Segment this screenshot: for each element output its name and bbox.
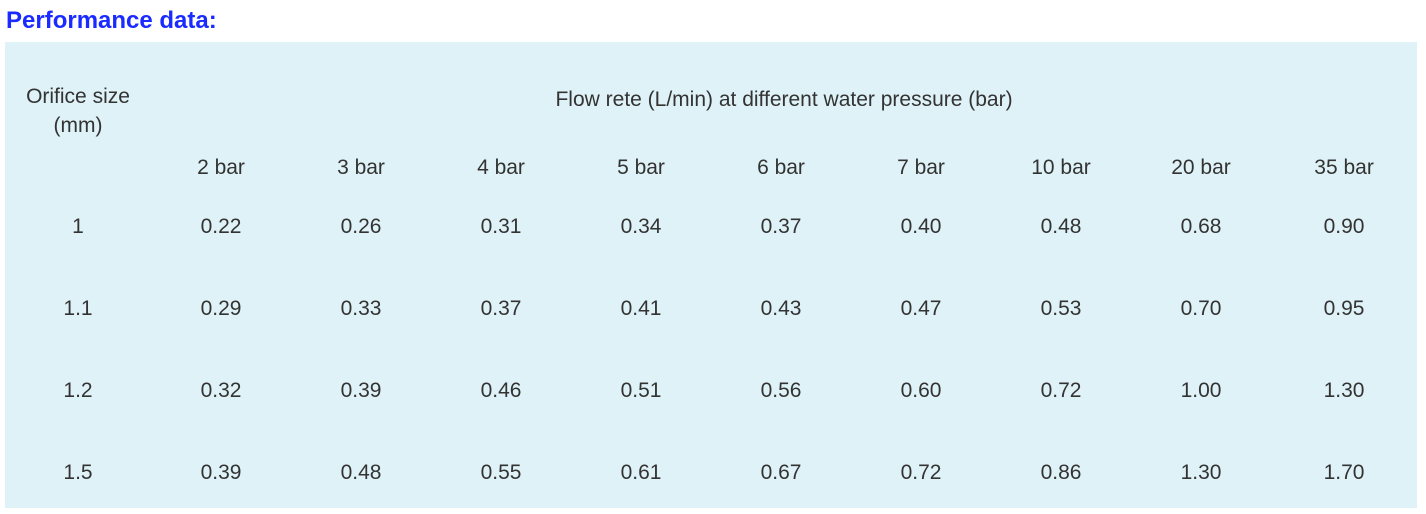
flow-rate-cell: 0.55 — [480, 461, 522, 484]
flow-rate-cell: 0.90 — [1323, 215, 1365, 238]
orifice-size-header-line2: (mm) — [53, 114, 103, 137]
flow-rate-cell: 0.48 — [1040, 215, 1082, 238]
flow-rate-cell: 0.32 — [200, 379, 242, 402]
flow-rate-cell: 0.37 — [480, 297, 522, 320]
table-header-row: Orifice size (mm) Flow rete (L/min) at d… — [5, 42, 1417, 137]
flow-rate-cell: 0.41 — [620, 297, 662, 320]
pressure-header-cell: 4 bar — [477, 156, 525, 179]
flow-rate-cell: 0.43 — [760, 297, 802, 320]
flow-rate-cell: 0.26 — [340, 215, 382, 238]
flow-rate-cell: 0.29 — [200, 297, 242, 320]
flow-rate-cell: 1.30 — [1180, 461, 1222, 484]
flow-rate-cell: 0.51 — [620, 379, 662, 402]
performance-panel: Orifice size (mm) Flow rete (L/min) at d… — [5, 42, 1417, 508]
flow-rate-cell: 0.39 — [340, 379, 382, 402]
pressure-header-cell: 35 bar — [1314, 156, 1374, 179]
flow-rate-cell: 0.86 — [1040, 461, 1082, 484]
flow-rate-cell: 0.67 — [760, 461, 802, 484]
orifice-size-header: Orifice size (mm) — [5, 42, 151, 186]
table-row: 1.5 0.39 0.48 0.55 0.61 0.67 0.72 0.86 1.30 1.70 — [5, 432, 1417, 514]
flow-rate-cell: 0.37 — [760, 215, 802, 238]
flow-rate-cell: 0.72 — [1040, 379, 1082, 402]
flow-rate-cell: 0.31 — [480, 215, 522, 238]
pressure-header-cell: 5 bar — [617, 156, 665, 179]
flow-rate-cell: 0.48 — [340, 461, 382, 484]
table-row: 1.2 0.32 0.39 0.46 0.51 0.56 0.60 0.72 1.00 1.30 — [5, 350, 1417, 432]
orifice-size-cell: 1 — [72, 215, 84, 238]
flow-rate-cell: 0.68 — [1180, 215, 1222, 238]
table-body: 1 0.22 0.26 0.31 0.34 0.37 0.40 0.48 0.68 0.90 1.1… — [5, 186, 1417, 514]
pressure-header-cell: 7 bar — [897, 156, 945, 179]
flow-rate-cell: 0.34 — [620, 215, 662, 238]
flow-rate-cell: 0.40 — [900, 215, 942, 238]
pressure-header-cell: 20 bar — [1171, 156, 1231, 179]
flow-rate-cell: 0.39 — [200, 461, 242, 484]
flow-rate-cell: 1.70 — [1323, 461, 1365, 484]
orifice-size-header-line1: Orifice size — [26, 85, 130, 108]
orifice-size-cell: 1.2 — [63, 379, 93, 402]
flow-rate-cell: 0.22 — [200, 215, 242, 238]
orifice-size-cell: 1.1 — [63, 297, 93, 320]
flow-rate-cell: 0.60 — [900, 379, 942, 402]
orifice-size-cell: 1.5 — [63, 461, 93, 484]
pressure-header-row: 2 bar 3 bar 4 bar 5 bar 6 bar 7 bar 10 bar 20 b… — [5, 114, 1417, 186]
pressure-header-cell: 10 bar — [1031, 156, 1091, 179]
flow-rate-cell: 0.53 — [1040, 297, 1082, 320]
flow-rate-cell: 0.46 — [480, 379, 522, 402]
performance-table: Orifice size (mm) Flow rete (L/min) at d… — [5, 42, 1417, 514]
pressure-header-cell: 3 bar — [337, 156, 385, 179]
section-heading: Performance data: — [6, 7, 217, 34]
table-row: 1 0.22 0.26 0.31 0.34 0.37 0.40 0.48 0.68 0.90 — [5, 186, 1417, 268]
flow-rate-cell: 0.56 — [760, 379, 802, 402]
flow-rate-cell: 1.00 — [1180, 379, 1222, 402]
flow-rate-cell: 0.72 — [900, 461, 942, 484]
flow-rate-cell: 1.30 — [1323, 379, 1365, 402]
flow-rate-cell: 0.47 — [900, 297, 942, 320]
flow-rate-cell: 0.33 — [340, 297, 382, 320]
flow-rate-cell: 0.95 — [1323, 297, 1365, 320]
table-row: 1.1 0.29 0.33 0.37 0.41 0.43 0.47 0.53 0.70 0.95 — [5, 268, 1417, 350]
pressure-header-cell: 2 bar — [197, 156, 245, 179]
flow-rate-header: Flow rete (L/min) at different water pre… — [555, 88, 1013, 111]
flow-rate-cell: 0.61 — [620, 461, 662, 484]
pressure-header-cell: 6 bar — [757, 156, 805, 179]
flow-rate-cell: 0.70 — [1180, 297, 1222, 320]
